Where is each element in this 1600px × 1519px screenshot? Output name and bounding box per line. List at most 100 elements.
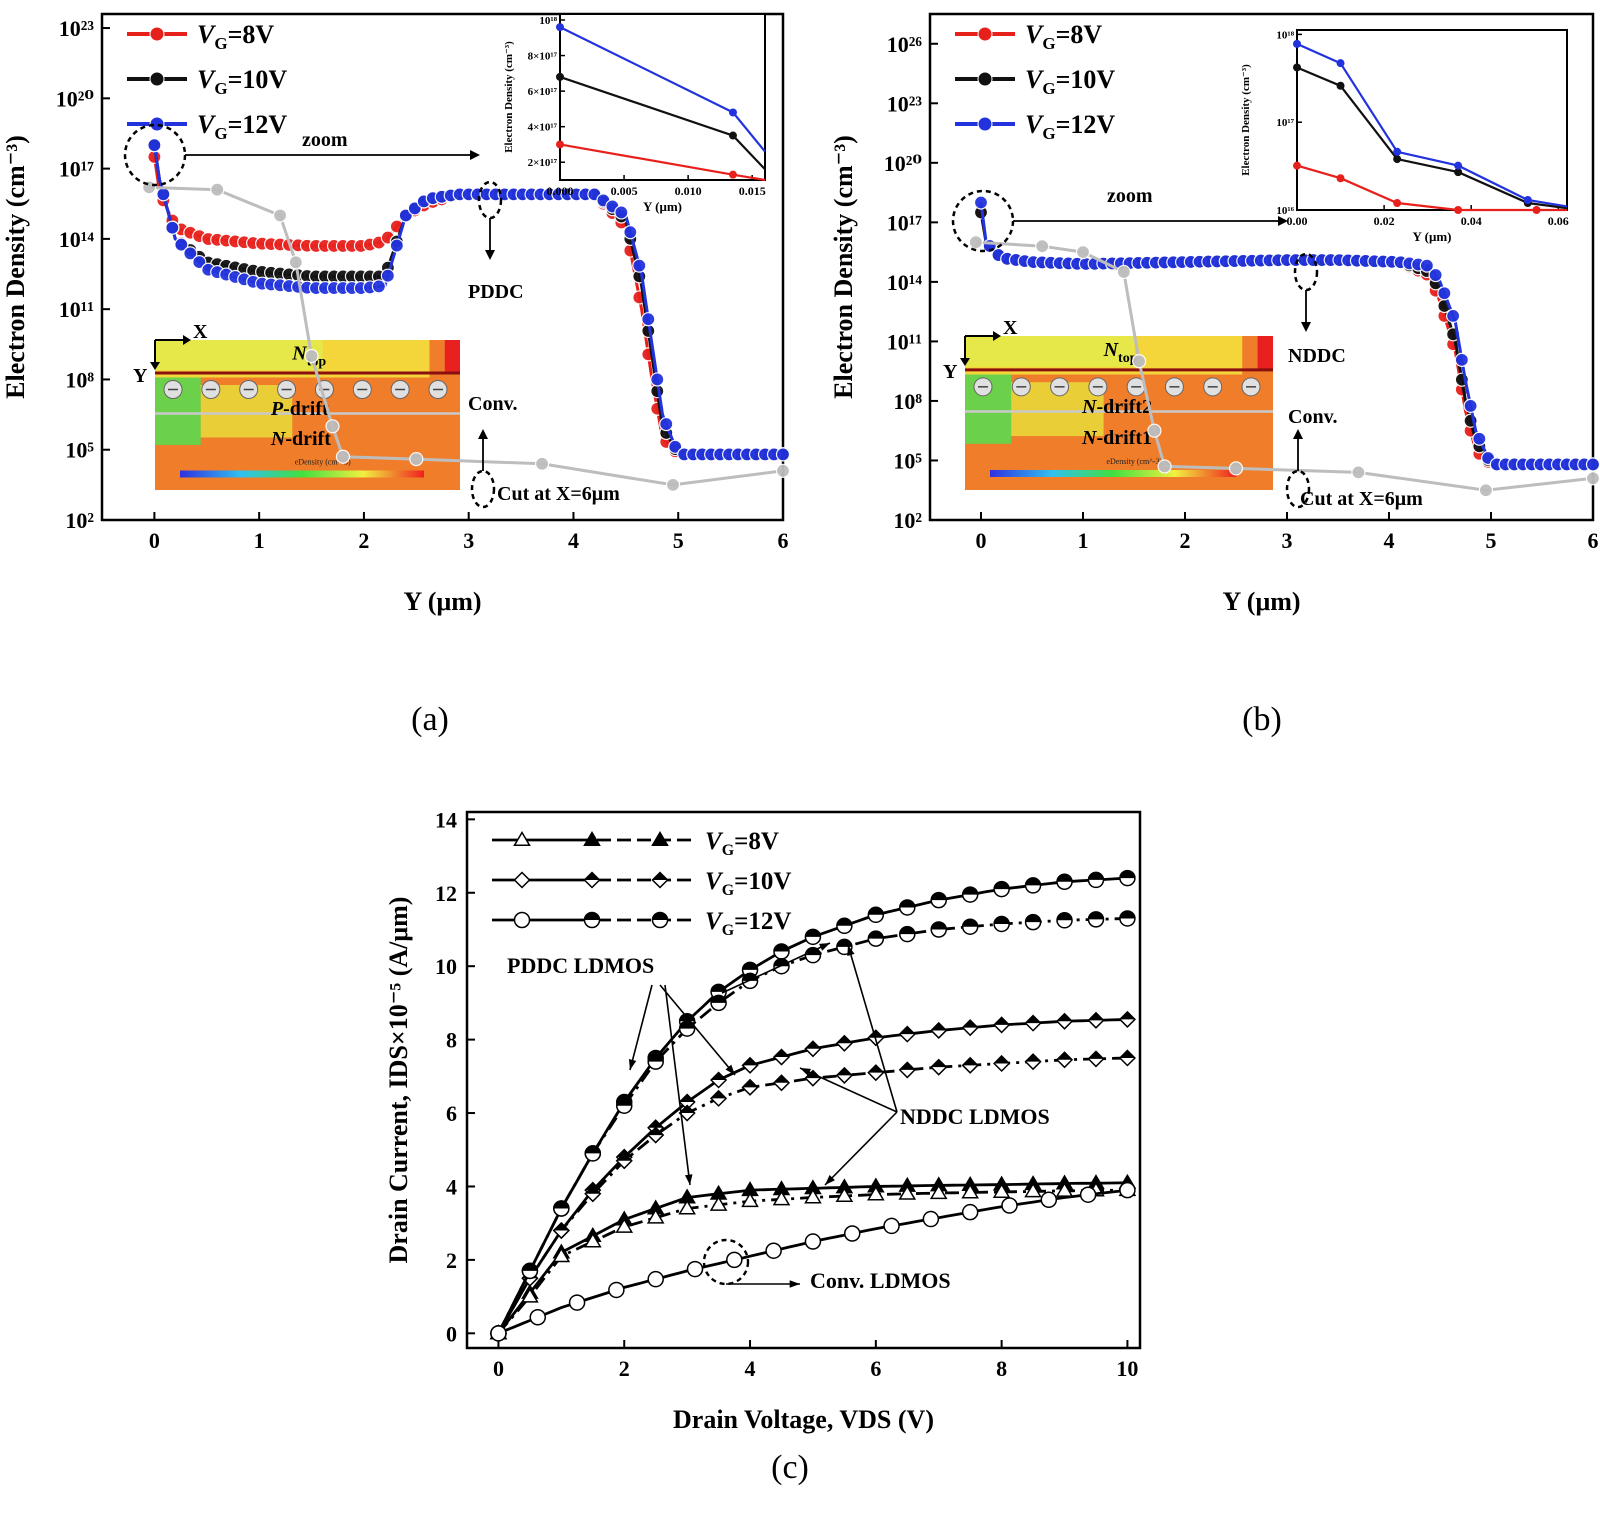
c-legend-text-1: VG=10V bbox=[705, 868, 791, 899]
c-series-vg-10v-nddc-point-fill bbox=[931, 1059, 947, 1068]
c-series-conv-ldmos-conv-point bbox=[529, 1309, 547, 1326]
b-annotation-zoom: zoom bbox=[1107, 185, 1153, 207]
a-structure-top-light bbox=[155, 340, 323, 370]
c-annotation-nddc: NDDC LDMOS bbox=[900, 1104, 1050, 1129]
c-series-vg-10v-nddc-point-fill bbox=[648, 1127, 664, 1136]
c-x-tick-label: 2 bbox=[619, 1356, 630, 1381]
c-arrow-pddc-1-head bbox=[819, 943, 830, 951]
c-y-tick-label: 14 bbox=[435, 807, 457, 832]
c-series-vg-8v-nddc-line bbox=[497, 1188, 1128, 1335]
a-structure-colorbar bbox=[180, 470, 424, 478]
c-series-vg-12v-nddc-point-fill bbox=[648, 1054, 664, 1062]
a-series-vg-12v-point bbox=[641, 312, 656, 327]
a-series-vg-12v-point bbox=[659, 416, 674, 432]
c-series-vg-12v-pddc-point-fill bbox=[711, 984, 727, 992]
c-series-vg-8v-nddc-point bbox=[898, 1184, 917, 1200]
a-struct-mid-label: P-drift bbox=[270, 398, 329, 420]
b-inset-vg-8v-point bbox=[1393, 199, 1402, 208]
c-series-vg-8v-nddc-point bbox=[583, 1232, 602, 1248]
a-series-conv-point bbox=[335, 449, 351, 464]
b-inset-vg-10v-point bbox=[1293, 63, 1301, 72]
panel-label-c: (c) bbox=[771, 1449, 809, 1486]
a-structure-drain bbox=[444, 340, 460, 373]
b-inset-vg-12v-point bbox=[1523, 195, 1532, 204]
a-inset-x-tick-label: 0.005 bbox=[611, 184, 638, 198]
a-x-tick-label: 2 bbox=[358, 528, 369, 553]
c-series-conv-ldmos-conv-point bbox=[1001, 1197, 1018, 1214]
b-inset-vg-10v-point bbox=[1454, 168, 1463, 177]
c-arrow-nddc-3 bbox=[824, 1111, 898, 1186]
a-annotation-cut: Cut at X=6μm bbox=[497, 483, 620, 505]
b-inset-vg-8v-line bbox=[1296, 164, 1567, 212]
a-series-vg-12v-point bbox=[183, 246, 198, 261]
c-series-vg-12v-nddc-point-fill bbox=[1119, 910, 1135, 919]
c-arrow-nddc-1-head bbox=[847, 945, 855, 956]
a-inset-y-tick-label: 10¹⁸ bbox=[539, 15, 557, 27]
a-top-arrow-head bbox=[485, 250, 495, 260]
c-arrow-pddc-3 bbox=[659, 984, 736, 1076]
c-series-conv-ldmos-conv-point bbox=[608, 1281, 625, 1299]
a-annotation-type: PDDC bbox=[468, 281, 524, 303]
a-series-vg-12v-point bbox=[775, 447, 791, 462]
c-series-vg-10v-nddc-point-fill bbox=[616, 1153, 632, 1161]
c-series-vg-10v-pddc-point-fill bbox=[836, 1035, 852, 1044]
c-series-vg-10v-pddc-point-fill bbox=[805, 1041, 821, 1049]
c-series-vg-10v-pddc-point-fill bbox=[1057, 1013, 1073, 1022]
a-x-tick-label: 3 bbox=[463, 528, 474, 553]
c-series-conv-ldmos-conv-point bbox=[883, 1217, 900, 1235]
a-annotation-zoom: zoom bbox=[302, 129, 348, 151]
a-y-tick-label: 10¹⁷ bbox=[59, 157, 95, 182]
b-series-conv-point bbox=[1147, 423, 1162, 438]
a-inset-frame bbox=[559, 13, 766, 181]
b-zoom-arrow-head bbox=[1278, 216, 1288, 226]
c-arrow-nddc-2 bbox=[799, 1067, 898, 1113]
c-arrow-conv-head bbox=[789, 1280, 800, 1288]
b-series-conv-point bbox=[1351, 465, 1366, 480]
b-inset-x-tick-label: 0.04 bbox=[1461, 214, 1482, 228]
c-series-vg-10v-pddc-point-fill bbox=[648, 1120, 664, 1128]
c-series-vg-12v-pddc-point-fill bbox=[773, 944, 789, 952]
b-inset-frame bbox=[1296, 29, 1568, 211]
c-arrow-nddc-3-head bbox=[825, 1174, 835, 1185]
c-x-tick-label: 0 bbox=[493, 1356, 504, 1381]
a-series-vg-12v-point bbox=[389, 238, 404, 253]
b-y-tick-label: 10²⁶ bbox=[887, 32, 923, 57]
a-struct-bottom-label: N-drift bbox=[270, 428, 331, 450]
b-x-axis-title: Y (μm) bbox=[1222, 587, 1300, 616]
b-x-tick-label: 1 bbox=[1078, 528, 1089, 553]
b-series-vg-12v-point bbox=[1428, 267, 1443, 283]
b-inset-y-tick-label: 10¹⁶ bbox=[1276, 205, 1294, 217]
b-struct-bottom-label: N-drift1 bbox=[1081, 427, 1152, 449]
c-series-conv-ldmos-conv-point bbox=[647, 1270, 664, 1288]
b-inset-x-title: Y (μm) bbox=[1412, 229, 1451, 244]
c-legend-marker bbox=[583, 831, 601, 846]
c-y-tick-label: 0 bbox=[446, 1321, 457, 1346]
a-x-arrow-head bbox=[183, 335, 191, 345]
c-series-vg-12v-pddc-point-fill bbox=[1025, 877, 1041, 886]
b-x-tick-label: 0 bbox=[976, 528, 987, 553]
c-series-vg-10v-pddc-point-fill bbox=[1088, 1012, 1104, 1021]
a-bottom-ellipse bbox=[470, 469, 496, 509]
c-series-conv-ldmos-conv-point bbox=[961, 1203, 979, 1221]
b-series-vg-12v-point bbox=[1437, 286, 1452, 301]
c-series-vg-10v-nddc-point-fill bbox=[585, 1186, 601, 1194]
c-series-vg-10v-pddc-point-fill bbox=[711, 1072, 727, 1080]
a-inset-x-tick-label: 0.010 bbox=[675, 184, 702, 198]
a-plot-frame bbox=[100, 12, 785, 522]
c-series-vg-12v-nddc-point-fill bbox=[836, 939, 852, 947]
b-inset-x-tick-label: 0.00 bbox=[1287, 214, 1308, 228]
a-y-tick-label: 10¹¹ bbox=[59, 297, 94, 322]
b-y-tick-label: 10¹¹ bbox=[887, 329, 922, 354]
c-series-vg-12v-nddc-point-fill bbox=[1025, 914, 1041, 923]
c-series-vg-10v-pddc-point-fill bbox=[868, 1030, 884, 1038]
a-inset-y-title: Electron Density (cm⁻³) bbox=[503, 41, 515, 153]
c-legend-marker-fill bbox=[652, 912, 668, 920]
a-legend-marker-10 bbox=[149, 71, 165, 87]
a-inset-y-tick-label: 6×10¹⁷ bbox=[528, 86, 558, 98]
c-series-conv-ldmos-conv-point bbox=[490, 1325, 507, 1342]
a-y-tick-label: 10⁸ bbox=[65, 367, 94, 392]
b-x-tick-label: 3 bbox=[1282, 528, 1293, 553]
a-series-vg-12v-point bbox=[156, 187, 171, 202]
a-y-arrow-head bbox=[150, 362, 160, 370]
b-series-vg-12v-point bbox=[1419, 258, 1434, 273]
